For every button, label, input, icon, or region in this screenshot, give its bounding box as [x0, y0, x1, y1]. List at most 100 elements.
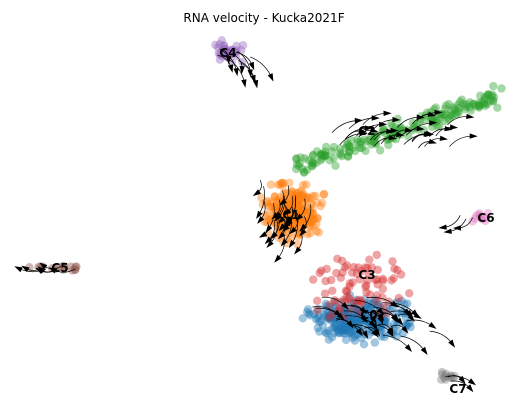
cell-point-c2: [397, 126, 406, 136]
cell-point-c2: [318, 154, 327, 163]
cell-point-c4: [219, 41, 229, 50]
cell-point-c2: [316, 150, 325, 159]
cell-point-c2: [300, 167, 309, 176]
cell-point-c3: [373, 280, 382, 289]
cell-point-c3: [317, 266, 326, 275]
cell-point-c3: [362, 288, 371, 297]
cell-point-c1: [273, 196, 282, 205]
cell-point-c0: [368, 299, 377, 308]
cell-point-c3: [378, 274, 388, 284]
cell-point-c2: [475, 100, 484, 110]
cell-point-c0: [325, 311, 334, 321]
cell-point-c3: [365, 255, 374, 264]
cell-point-c4: [217, 36, 226, 45]
cell-point-c2: [321, 151, 330, 160]
cell-point-c2: [327, 147, 337, 156]
cell-point-c3: [313, 296, 322, 305]
cell-point-c2: [309, 151, 318, 160]
cell-point-c2: [336, 150, 345, 159]
cell-point-c6: [483, 209, 493, 218]
cell-point-c1: [312, 220, 321, 229]
cluster-label-c5: C5: [51, 261, 68, 275]
cell-point-c0: [327, 314, 337, 323]
cell-point-c0: [330, 322, 339, 331]
cell-point-c0: [350, 316, 359, 325]
cell-point-c1: [308, 191, 318, 201]
cell-point-c1: [307, 199, 317, 209]
cell-point-c3: [349, 297, 359, 306]
cell-point-c6: [470, 214, 480, 223]
cell-point-c0: [339, 326, 348, 335]
cell-point-c1: [266, 199, 276, 208]
cell-point-c2: [488, 96, 498, 105]
cell-point-c2: [433, 122, 442, 131]
cell-point-c3: [315, 268, 324, 278]
cell-point-c2: [356, 140, 365, 149]
cell-point-c1: [318, 198, 327, 207]
cell-point-c2: [308, 162, 317, 171]
cell-point-c1: [277, 178, 286, 188]
cell-point-c0: [363, 303, 373, 312]
cell-point-c0: [346, 327, 355, 336]
cell-point-c1: [283, 188, 292, 198]
cell-point-c0: [335, 324, 344, 333]
cell-point-c1: [263, 218, 272, 227]
cell-point-c2: [360, 135, 369, 144]
cell-point-c2: [320, 151, 329, 161]
cell-point-c2: [292, 164, 301, 174]
cell-point-c1: [287, 187, 296, 197]
cell-point-c3: [361, 263, 370, 272]
cell-point-c1: [309, 222, 318, 231]
cell-point-c0: [327, 310, 336, 319]
cell-point-c1: [271, 217, 280, 227]
cell-point-c1: [307, 213, 316, 222]
cell-point-c3: [333, 254, 342, 263]
cell-point-c2: [345, 142, 354, 151]
cell-point-c3: [340, 263, 350, 272]
cell-point-c2: [480, 95, 490, 104]
cell-point-c0: [321, 328, 330, 337]
cell-point-c0: [328, 323, 337, 333]
cell-point-c6: [472, 211, 481, 220]
cell-point-c1: [312, 198, 322, 207]
cell-point-c0: [311, 315, 321, 324]
velocity-arrowhead: [390, 127, 399, 134]
cell-point-c1: [306, 199, 315, 208]
cell-point-c0: [331, 319, 341, 328]
cell-point-c0: [341, 318, 350, 327]
cell-point-c0: [349, 312, 359, 321]
velocity-arrowhead: [444, 126, 453, 132]
cell-point-c2: [404, 132, 413, 141]
cell-point-c2: [357, 143, 367, 152]
velocity-arrowhead: [386, 328, 394, 338]
cell-point-c1: [279, 189, 288, 198]
cell-point-c3: [309, 275, 318, 284]
cell-point-c2: [355, 143, 365, 153]
cell-point-c2: [448, 103, 458, 112]
cell-point-c1: [289, 198, 298, 207]
cell-point-c3: [361, 282, 370, 292]
cell-point-c1: [266, 180, 276, 189]
cell-point-c2: [445, 114, 454, 123]
cell-point-c0: [352, 295, 361, 304]
cell-point-c2: [318, 149, 327, 159]
velocity-arrowhead: [428, 322, 437, 329]
cell-point-c1: [305, 217, 314, 226]
cell-point-c1: [305, 194, 314, 203]
cell-point-c1: [298, 218, 307, 227]
velocity-arrowhead: [48, 267, 57, 274]
velocity-arrowhead: [252, 79, 259, 89]
cell-point-c0: [303, 305, 313, 314]
cell-point-c2: [345, 142, 354, 151]
cell-point-c2: [432, 117, 441, 126]
cell-point-c0: [321, 299, 330, 309]
velocity-arrowhead: [452, 225, 462, 231]
velocity-arrowhead: [403, 308, 411, 316]
cell-point-c0: [350, 331, 359, 340]
cell-point-c2: [441, 109, 450, 119]
cell-point-c3: [372, 297, 381, 306]
cell-point-c1: [311, 191, 320, 201]
cell-point-c2: [371, 132, 380, 142]
velocity-arrowhead: [371, 329, 379, 338]
velocity-arrowhead: [355, 328, 363, 337]
